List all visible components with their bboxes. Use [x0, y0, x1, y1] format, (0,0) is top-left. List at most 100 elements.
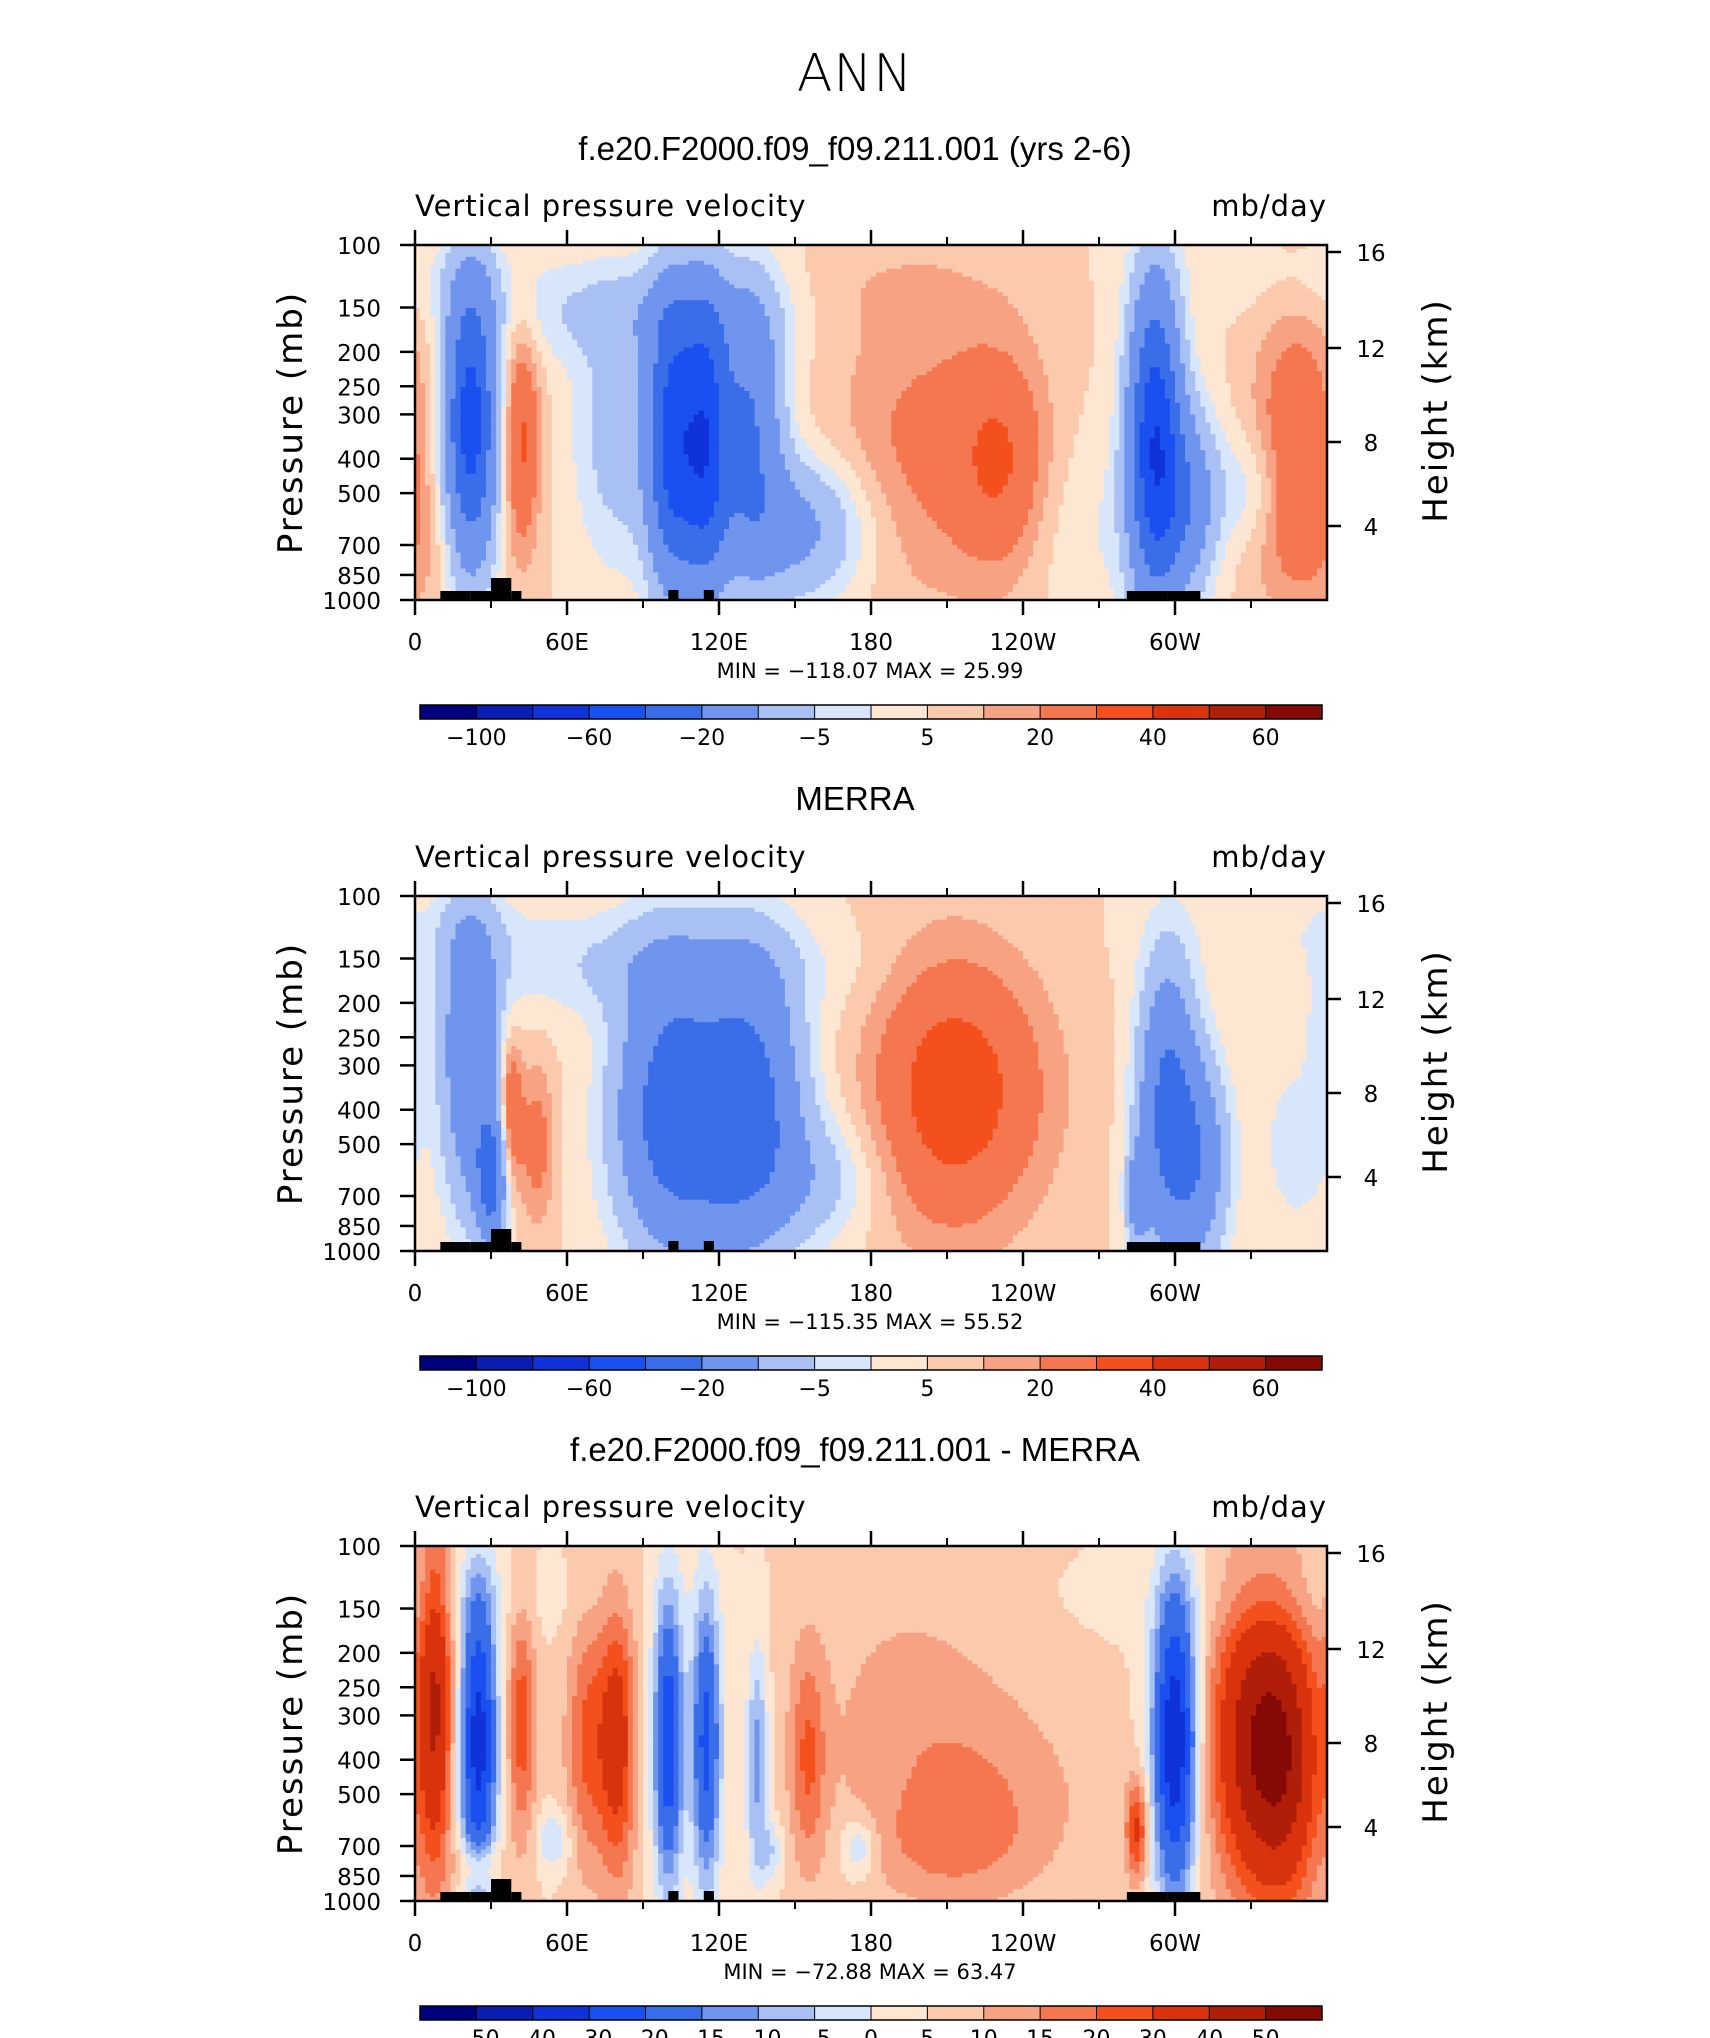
colorbar-swatch: [476, 2006, 533, 2020]
colorbar-swatch: [984, 2006, 1041, 2020]
colorbar-swatch: [1266, 705, 1323, 719]
colorbar-swatch: [533, 2006, 590, 2020]
colorbar-swatch: [1097, 1356, 1154, 1370]
x-tick-label: 180: [849, 1281, 893, 1307]
x-tick-label: 60E: [545, 630, 589, 656]
y-tick-label: 200: [337, 992, 381, 1018]
colorbar-label: −20: [622, 2027, 668, 2038]
colorbar-label: 60: [1252, 726, 1280, 751]
y-right-tick-label: 16: [1356, 892, 1385, 918]
y-tick-label: 500: [337, 1783, 381, 1809]
x-tick-label: 120W: [990, 630, 1057, 656]
colorbar-label: −50: [453, 2027, 499, 2038]
y-right-tick-label: 16: [1356, 1542, 1385, 1568]
colorbar-swatch: [1040, 2006, 1097, 2020]
colorbar-swatch: [871, 2006, 928, 2020]
x-tick-label: 180: [849, 1931, 893, 1957]
colorbar-swatch: [758, 1356, 815, 1370]
y-tick-label: 100: [337, 885, 381, 911]
y-tick-label: 850: [337, 1215, 381, 1241]
colorbar-swatch: [702, 2006, 759, 2020]
colorbar-swatch: [420, 705, 477, 719]
colorbar-swatch: [815, 1356, 872, 1370]
field-name-label: Vertical pressure velocity: [415, 840, 807, 874]
colorbar-label: 20: [1026, 1377, 1054, 1402]
colorbar-label: 30: [1139, 2027, 1167, 2038]
y-right-tick-label: 12: [1356, 1638, 1385, 1664]
colorbar-label: −40: [510, 2027, 556, 2038]
colorbar-swatch: [1209, 2006, 1266, 2020]
x-tick-label: 120E: [690, 1931, 748, 1957]
y-tick-label: 1000: [322, 1890, 381, 1916]
y-right-tick-label: 4: [1364, 1816, 1379, 1842]
y-right-tick-label: 4: [1364, 1166, 1379, 1192]
y-tick-label: 500: [337, 482, 381, 508]
panel-2-field: [415, 896, 1328, 1252]
panel-2-colorbar: −100 −60 −20 −5 5 20 40 60: [420, 1356, 1322, 1402]
colorbar-label: 15: [1026, 2027, 1054, 2038]
colorbar-swatch: [1153, 705, 1210, 719]
x-tick-label: 0: [408, 1281, 423, 1307]
colorbar-label: −30: [566, 2027, 612, 2038]
colorbar-swatch: [420, 1356, 477, 1370]
colorbar-swatch: [702, 705, 759, 719]
colorbar-label: 40: [1139, 1377, 1167, 1402]
colorbar-swatch: [1209, 705, 1266, 719]
y-right-axis-title: Height (km): [1416, 1599, 1456, 1824]
units-label: mb/day: [1211, 1490, 1327, 1524]
y-tick-label: 250: [337, 1026, 381, 1052]
colorbar-swatch: [476, 1356, 533, 1370]
panel-1-colorbar: −100 −60 −20 −5 5 20 40 60: [420, 705, 1322, 751]
y-right-tick-label: 12: [1356, 337, 1385, 363]
y-tick-label: 250: [337, 375, 381, 401]
y-right-axis-title: Height (km): [1416, 949, 1456, 1174]
y-tick-label: 400: [337, 448, 381, 474]
colorbar-swatch: [420, 2006, 477, 2020]
y-tick-label: 400: [337, 1099, 381, 1125]
field-name-label: Vertical pressure velocity: [415, 1490, 807, 1524]
colorbar-label: 20: [1083, 2027, 1111, 2038]
y-axis-title: Pressure (mb): [271, 291, 311, 554]
y-tick-label: 200: [337, 341, 381, 367]
colorbar-swatch: [1153, 1356, 1210, 1370]
y-tick-label: 700: [337, 1185, 381, 1211]
colorbar-label: −100: [446, 1377, 506, 1402]
colorbar-label: 50: [1252, 2027, 1280, 2038]
x-tick-label: 0: [408, 1931, 423, 1957]
y-right-tick-label: 8: [1364, 431, 1379, 457]
x-tick-label: 60W: [1149, 1931, 1201, 1957]
colorbar-label: 40: [1139, 726, 1167, 751]
colorbar-swatch: [589, 705, 646, 719]
colorbar-swatch: [758, 705, 815, 719]
x-tick-label: 60E: [545, 1931, 589, 1957]
y-tick-label: 700: [337, 1835, 381, 1861]
colorbar-swatch: [1266, 2006, 1323, 2020]
colorbar-swatch: [589, 2006, 646, 2020]
min-max-label: MIN = −72.88 MAX = 63.47: [723, 1960, 1016, 1984]
y-tick-label: 850: [337, 564, 381, 590]
units-label: mb/day: [1211, 189, 1327, 223]
y-tick-label: 300: [337, 403, 381, 429]
x-tick-label: 60W: [1149, 1281, 1201, 1307]
colorbar-swatch: [1209, 1356, 1266, 1370]
colorbar-label: 10: [970, 2027, 998, 2038]
min-max-label: MIN = −115.35 MAX = 55.52: [717, 1310, 1024, 1334]
colorbar-label: 40: [1195, 2027, 1223, 2038]
colorbar-swatch: [533, 705, 590, 719]
x-tick-label: 120W: [990, 1931, 1057, 1957]
colorbar-label: 5: [920, 726, 934, 751]
colorbar-label: 0: [864, 2027, 878, 2038]
colorbar-swatch: [1153, 2006, 1210, 2020]
colorbar-swatch: [927, 705, 984, 719]
colorbar-swatch: [533, 1356, 590, 1370]
colorbar-swatch: [1097, 2006, 1154, 2020]
panel-1-field: [415, 245, 1328, 601]
panel-3-field: [415, 1546, 1328, 1902]
colorbar-swatch: [984, 1356, 1041, 1370]
x-tick-label: 180: [849, 630, 893, 656]
min-max-label: MIN = −118.07 MAX = 25.99: [717, 659, 1024, 683]
y-right-axis-title: Height (km): [1416, 298, 1456, 523]
y-tick-label: 250: [337, 1676, 381, 1702]
colorbar-label: −10: [735, 2027, 781, 2038]
y-right-tick-label: 16: [1356, 241, 1385, 267]
